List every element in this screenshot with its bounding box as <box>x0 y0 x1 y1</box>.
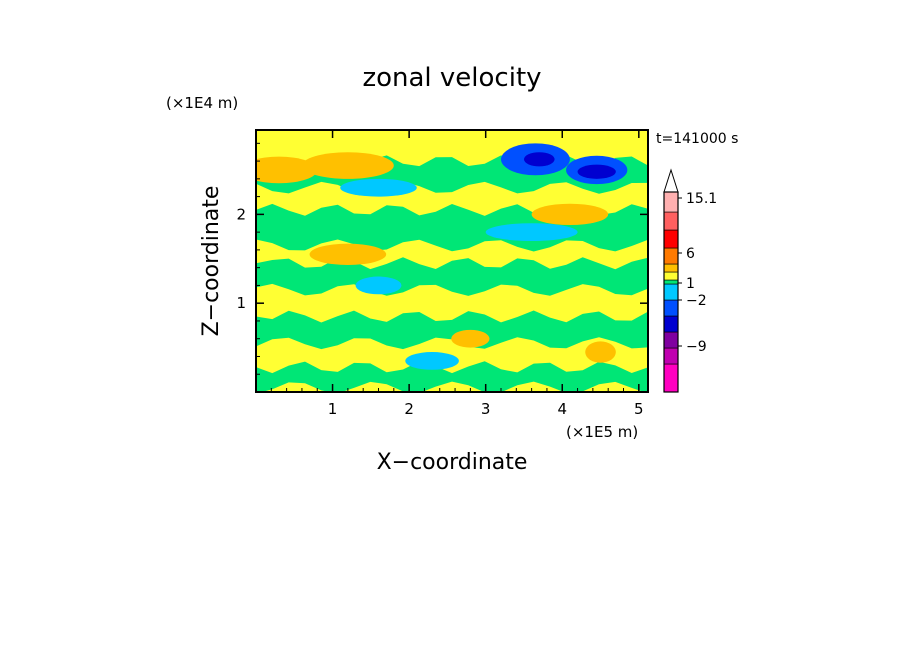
field-blob-orange <box>451 329 490 348</box>
y-tick-label: 2 <box>236 205 246 223</box>
colorbar-swatch <box>663 347 679 365</box>
time-label: t=141000 s <box>656 131 738 147</box>
field-blob-cyan <box>405 352 459 370</box>
field-blob-orange <box>309 243 387 265</box>
colorbar-label: 6 <box>686 246 695 262</box>
field-blob-cyan <box>355 276 402 295</box>
colorbar-swatch <box>663 283 679 301</box>
x-tick-label: 1 <box>328 400 338 418</box>
colorbar-swatch <box>663 299 679 317</box>
colorbar-swatch <box>663 315 679 333</box>
chart-title: zonal velocity <box>362 63 541 93</box>
colorbar-swatch <box>663 279 679 285</box>
colorbar: 15.1 6 1−2 −9 <box>663 168 717 393</box>
colorbar-label: 15.1 <box>686 191 717 207</box>
x-tick-label: 5 <box>634 400 644 418</box>
colorbar-swatch <box>663 247 679 265</box>
colorbar-label: 1 <box>686 276 695 292</box>
colorbar-swatch <box>663 191 679 213</box>
field-blob-cyan <box>340 178 417 197</box>
field-blob-darkblue <box>523 152 555 167</box>
x-tick-label: 2 <box>404 400 414 418</box>
plot-area <box>256 130 648 392</box>
colorbar-frame <box>663 191 679 393</box>
field-band-green <box>256 257 648 296</box>
y-axis-label: Z−coordinate <box>199 186 224 337</box>
field-blob-orange <box>585 341 616 363</box>
x-axis: 1 2 3 4 5 <box>270 130 644 418</box>
colorbar-swatch <box>663 229 679 249</box>
y-axis: 12 <box>236 142 648 375</box>
y-tick-label: 1 <box>236 294 246 312</box>
x-unit-label: (×1E5 m) <box>566 423 638 441</box>
x-axis-label: X−coordinate <box>377 450 528 475</box>
field-blob-orange <box>531 203 609 226</box>
colorbar-swatch <box>663 331 679 349</box>
field-band-green <box>256 361 648 392</box>
field-band-green <box>256 310 648 350</box>
colorbar-swatch <box>663 211 679 231</box>
y-unit-label: (×1E4 m) <box>166 94 238 112</box>
colorbar-swatch <box>663 271 679 281</box>
plot-frame <box>255 129 649 393</box>
colorbar-label: −9 <box>686 339 707 355</box>
field-blob-darkblue <box>577 164 616 179</box>
colorbar-swatch <box>663 363 679 393</box>
colorbar-extend-arrow <box>663 168 679 193</box>
field-blob-cyan <box>485 223 578 242</box>
field-blob-orange <box>256 156 318 184</box>
field-blob-orange <box>301 152 394 179</box>
colorbar-label: −2 <box>686 293 707 309</box>
colorbar-swatch <box>663 263 679 273</box>
x-tick-label: 3 <box>481 400 491 418</box>
x-tick-label: 4 <box>557 400 567 418</box>
